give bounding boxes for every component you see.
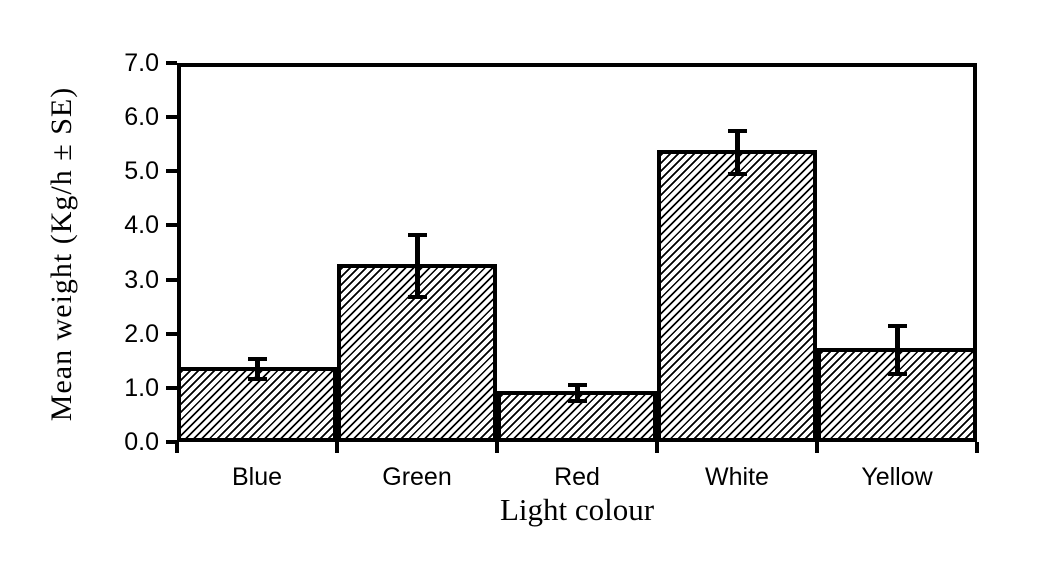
x-category-label: White xyxy=(705,463,769,491)
x-axis-tick xyxy=(815,442,819,453)
error-bar-white xyxy=(734,130,740,174)
error-bar-cap-top xyxy=(887,323,907,328)
error-bar-cap-bottom xyxy=(567,399,587,404)
error-bar-cap-top xyxy=(727,128,747,133)
x-axis-tick xyxy=(655,442,659,453)
y-axis-tick xyxy=(166,115,177,120)
y-tick-label: 5.0 xyxy=(124,157,159,186)
y-tick-label: 3.0 xyxy=(124,265,159,294)
y-axis-tick xyxy=(166,223,177,228)
error-bar-yellow xyxy=(894,325,900,375)
x-axis-tick xyxy=(975,442,979,453)
error-bar-cap-bottom xyxy=(247,376,267,381)
error-bar-cap-top xyxy=(407,233,427,238)
y-tick-label: 0.0 xyxy=(124,428,159,456)
x-category-label: Green xyxy=(382,463,452,491)
x-category-label: Yellow xyxy=(861,463,933,491)
y-axis-tick xyxy=(166,277,177,282)
y-axis-title: Mean weight (Kg/h ± SE) xyxy=(45,86,78,422)
error-bar-green xyxy=(414,235,420,297)
x-axis-tick xyxy=(175,442,179,453)
y-tick-label: 2.0 xyxy=(124,319,159,348)
y-tick-label: 7.0 xyxy=(124,49,159,77)
y-axis-tick xyxy=(166,385,177,390)
error-bar-cap-bottom xyxy=(727,171,747,176)
error-bar-cap-bottom xyxy=(887,372,907,377)
x-category-label: Red xyxy=(554,463,600,491)
error-bar-cap-top xyxy=(247,357,267,362)
y-axis-tick xyxy=(166,331,177,336)
y-tick-label: 1.0 xyxy=(124,373,159,402)
y-axis-tick xyxy=(166,169,177,174)
y-tick-label: 4.0 xyxy=(124,211,159,240)
x-category-label: Blue xyxy=(231,463,283,491)
error-bar-red xyxy=(574,385,580,402)
x-axis-tick xyxy=(495,442,499,453)
error-bar-blue xyxy=(254,359,260,379)
y-tick-label: 6.0 xyxy=(124,103,159,132)
y-axis-tick xyxy=(166,61,177,65)
error-bar-cap-bottom xyxy=(407,294,427,299)
x-axis-title: Light colour xyxy=(499,492,655,527)
bar-white xyxy=(657,150,817,442)
error-bar-cap-top xyxy=(567,383,587,388)
x-axis-tick xyxy=(335,442,339,453)
y-axis-tick xyxy=(166,440,177,444)
